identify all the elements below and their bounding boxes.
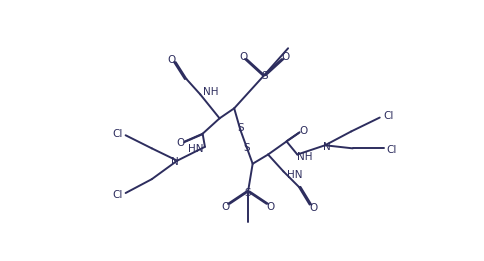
Text: O: O bbox=[309, 203, 318, 213]
Text: S: S bbox=[245, 188, 251, 198]
Text: O: O bbox=[167, 55, 176, 65]
Text: Cl: Cl bbox=[383, 111, 393, 121]
Text: S: S bbox=[237, 123, 243, 133]
Text: N: N bbox=[171, 157, 179, 167]
Text: HN: HN bbox=[287, 170, 303, 180]
Text: S: S bbox=[262, 71, 268, 81]
Text: O: O bbox=[222, 202, 230, 212]
Text: O: O bbox=[176, 138, 184, 148]
Text: O: O bbox=[300, 126, 308, 137]
Text: Cl: Cl bbox=[112, 129, 122, 139]
Text: Cl: Cl bbox=[112, 190, 122, 200]
Text: O: O bbox=[266, 202, 274, 212]
Text: NH: NH bbox=[203, 87, 218, 97]
Text: O: O bbox=[239, 52, 247, 62]
Text: N: N bbox=[323, 142, 331, 152]
Text: NH: NH bbox=[297, 152, 312, 162]
Text: Cl: Cl bbox=[387, 145, 397, 155]
Text: S: S bbox=[243, 143, 250, 153]
Text: HN: HN bbox=[188, 144, 203, 154]
Text: O: O bbox=[282, 52, 290, 62]
